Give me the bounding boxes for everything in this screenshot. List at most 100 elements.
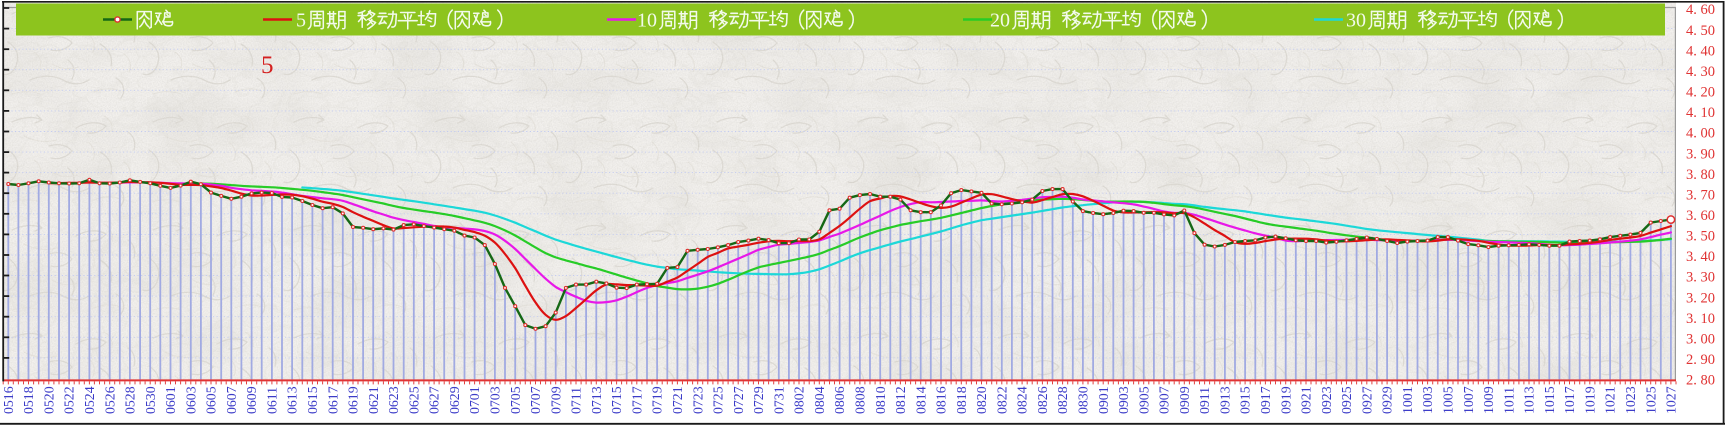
- svg-text:0705: 0705: [508, 386, 523, 414]
- svg-text:3. 60: 3. 60: [1686, 208, 1715, 224]
- svg-text:1015: 1015: [1542, 386, 1557, 414]
- svg-text:0923: 0923: [1319, 386, 1334, 414]
- svg-text:4. 10: 4. 10: [1686, 105, 1715, 121]
- svg-text:0711: 0711: [569, 387, 584, 414]
- svg-text:0518: 0518: [21, 386, 36, 414]
- svg-text:0907: 0907: [1157, 386, 1172, 414]
- svg-text:4. 20: 4. 20: [1686, 85, 1715, 101]
- svg-text:3. 10: 3. 10: [1686, 311, 1715, 327]
- svg-text:0629: 0629: [447, 386, 462, 414]
- svg-text:0707: 0707: [528, 386, 543, 414]
- svg-text:0701: 0701: [467, 386, 482, 414]
- svg-text:0814: 0814: [913, 386, 928, 414]
- svg-text:0812: 0812: [893, 386, 908, 414]
- svg-text:0524: 0524: [82, 386, 97, 414]
- svg-text:0822: 0822: [994, 386, 1009, 414]
- svg-text:4. 30: 4. 30: [1686, 64, 1715, 80]
- svg-text:0520: 0520: [41, 386, 56, 414]
- svg-text:0806: 0806: [832, 386, 847, 414]
- svg-text:0723: 0723: [690, 386, 705, 414]
- svg-text:1005: 1005: [1441, 386, 1456, 414]
- svg-text:1023: 1023: [1623, 386, 1638, 414]
- svg-text:0802: 0802: [792, 386, 807, 414]
- svg-text:0919: 0919: [1278, 386, 1293, 414]
- svg-text:0627: 0627: [427, 386, 442, 414]
- svg-text:0609: 0609: [244, 386, 259, 414]
- svg-text:1001: 1001: [1400, 386, 1415, 414]
- svg-text:0905: 0905: [1136, 386, 1151, 414]
- svg-text:0605: 0605: [204, 386, 219, 414]
- svg-text:30: 30: [1346, 10, 1366, 32]
- svg-text:0623: 0623: [386, 386, 401, 414]
- svg-text:1011: 1011: [1501, 387, 1516, 414]
- svg-text:0727: 0727: [731, 386, 746, 414]
- svg-text:0909: 0909: [1177, 386, 1192, 414]
- svg-text:4. 60: 4. 60: [1686, 2, 1715, 18]
- svg-text:0526: 0526: [102, 386, 117, 414]
- svg-text:0522: 0522: [62, 386, 77, 414]
- svg-text:0828: 0828: [1055, 386, 1070, 414]
- svg-text:3. 90: 3. 90: [1686, 146, 1715, 162]
- svg-text:0715: 0715: [609, 386, 624, 414]
- svg-text:0818: 0818: [954, 386, 969, 414]
- svg-text:1003: 1003: [1420, 386, 1435, 414]
- svg-text:0927: 0927: [1359, 386, 1374, 414]
- svg-text:0810: 0810: [873, 386, 888, 414]
- svg-text:0713: 0713: [589, 386, 604, 414]
- svg-text:1013: 1013: [1522, 386, 1537, 414]
- svg-text:4. 50: 4. 50: [1686, 23, 1715, 39]
- svg-text:0925: 0925: [1339, 386, 1354, 414]
- svg-text:0804: 0804: [812, 386, 827, 414]
- svg-text:0611: 0611: [265, 387, 280, 414]
- svg-text:0717: 0717: [629, 386, 644, 414]
- svg-text:3. 30: 3. 30: [1686, 270, 1715, 286]
- svg-text:5: 5: [261, 52, 274, 79]
- svg-text:0820: 0820: [974, 386, 989, 414]
- svg-text:0721: 0721: [670, 386, 685, 414]
- svg-text:20: 20: [990, 10, 1010, 32]
- svg-text:0625: 0625: [406, 386, 421, 414]
- svg-text:2. 90: 2. 90: [1686, 352, 1715, 368]
- svg-text:1027: 1027: [1664, 386, 1679, 414]
- svg-text:0619: 0619: [346, 386, 361, 414]
- svg-text:0703: 0703: [488, 386, 503, 414]
- svg-text:0826: 0826: [1035, 386, 1050, 414]
- svg-text:4. 40: 4. 40: [1686, 43, 1715, 59]
- svg-text:0816: 0816: [934, 386, 949, 414]
- svg-text:0719: 0719: [650, 386, 665, 414]
- svg-text:3. 20: 3. 20: [1686, 290, 1715, 306]
- svg-text:0731: 0731: [771, 386, 786, 414]
- svg-text:1017: 1017: [1562, 386, 1577, 414]
- svg-text:3. 00: 3. 00: [1686, 332, 1715, 348]
- svg-text:4. 00: 4. 00: [1686, 126, 1715, 142]
- svg-text:0915: 0915: [1238, 386, 1253, 414]
- svg-text:3. 40: 3. 40: [1686, 249, 1715, 265]
- svg-text:1021: 1021: [1603, 386, 1618, 414]
- svg-text:0615: 0615: [305, 386, 320, 414]
- svg-text:3. 50: 3. 50: [1686, 229, 1715, 245]
- svg-text:0601: 0601: [163, 386, 178, 414]
- svg-text:0808: 0808: [853, 386, 868, 414]
- svg-text:0516: 0516: [1, 386, 16, 414]
- svg-text:3. 70: 3. 70: [1686, 187, 1715, 203]
- svg-text:0921: 0921: [1299, 386, 1314, 414]
- svg-text:2. 80: 2. 80: [1686, 373, 1715, 389]
- svg-text:1019: 1019: [1582, 386, 1597, 414]
- svg-text:0621: 0621: [366, 386, 381, 414]
- svg-text:0929: 0929: [1380, 386, 1395, 414]
- svg-text:0824: 0824: [1015, 386, 1030, 414]
- svg-text:5: 5: [296, 10, 306, 32]
- svg-text:0607: 0607: [224, 386, 239, 414]
- svg-text:0617: 0617: [325, 386, 340, 414]
- svg-text:0729: 0729: [751, 386, 766, 414]
- svg-text:0603: 0603: [183, 386, 198, 414]
- svg-text:0709: 0709: [548, 386, 563, 414]
- svg-text:0613: 0613: [285, 386, 300, 414]
- svg-text:0917: 0917: [1258, 386, 1273, 414]
- svg-text:0528: 0528: [123, 386, 138, 414]
- svg-text:0901: 0901: [1096, 386, 1111, 414]
- svg-text:0530: 0530: [143, 386, 158, 414]
- svg-text:3. 80: 3. 80: [1686, 167, 1715, 183]
- svg-text:1009: 1009: [1481, 386, 1496, 414]
- svg-text:0830: 0830: [1076, 386, 1091, 414]
